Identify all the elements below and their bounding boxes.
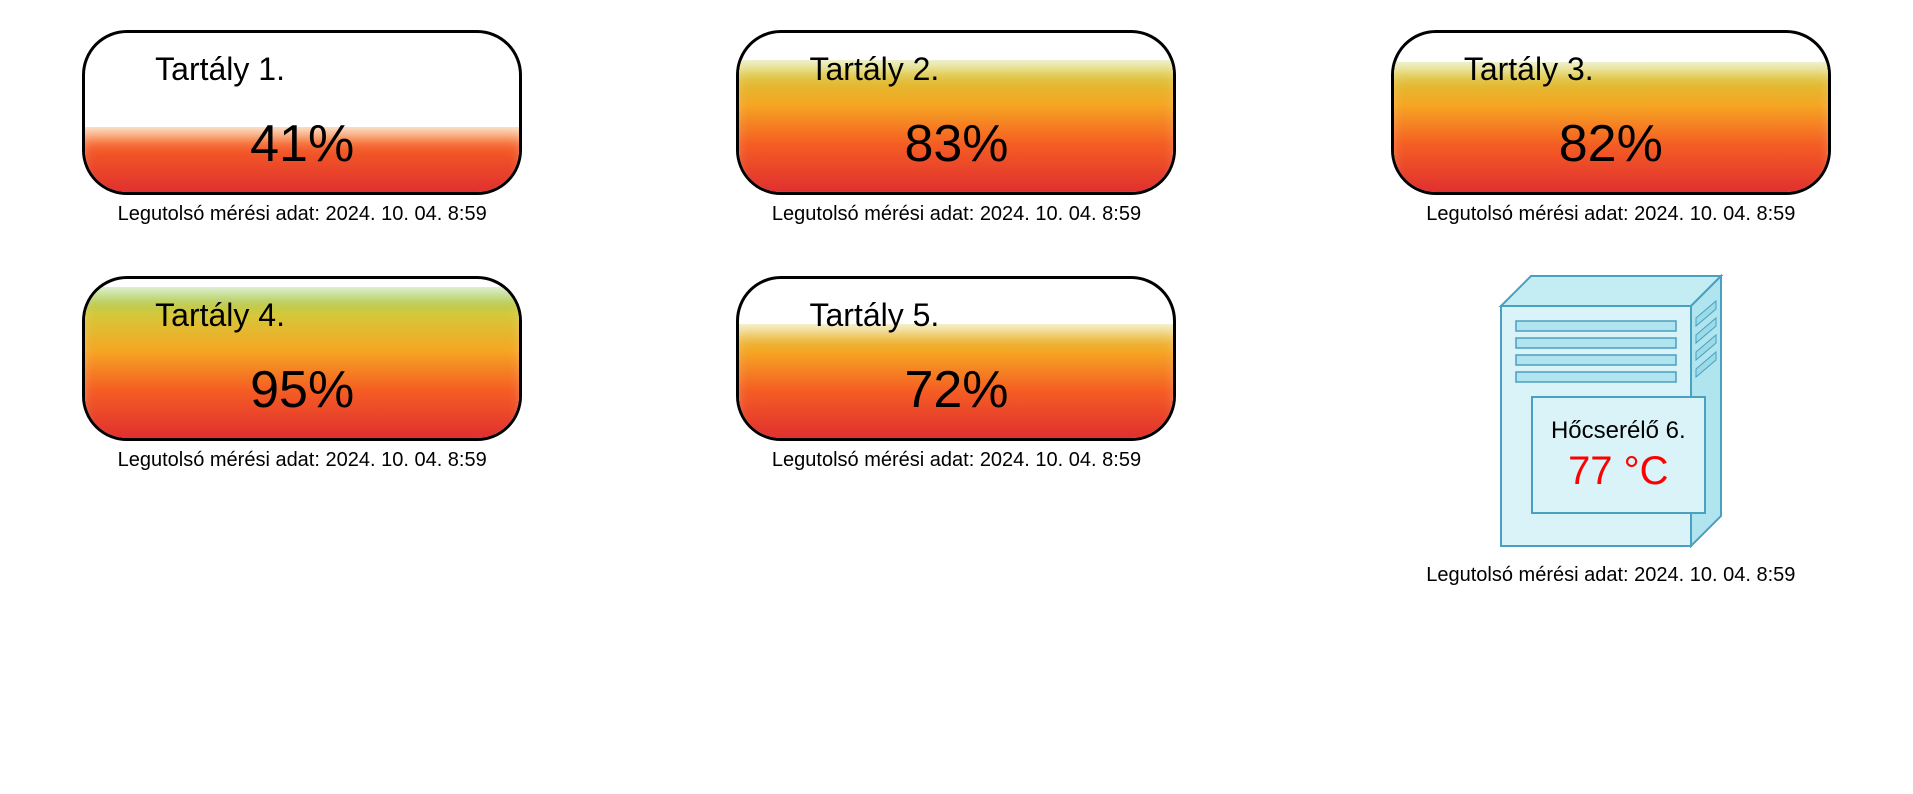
- tank-gauge-3: Tartály 3. 82%: [1391, 30, 1831, 195]
- tank-timestamp: Legutolsó mérési adat: 2024. 10. 04. 8:5…: [772, 449, 1141, 472]
- heat-exchanger-timestamp: Legutolsó mérési adat: 2024. 10. 04. 8:5…: [1426, 564, 1795, 587]
- tank-value: 82%: [1394, 114, 1828, 174]
- tank-content-5: Tartály 5. 72%: [739, 279, 1173, 438]
- tank-content-2: Tartály 2. 83%: [739, 33, 1173, 192]
- tank-title: Tartály 4.: [155, 297, 519, 334]
- tank-gauge-2: Tartály 2. 83%: [736, 30, 1176, 195]
- dashboard-grid: Tartály 1. 41% Legutolsó mérési adat: 20…: [0, 0, 1913, 597]
- tank-cell-2: Tartály 2. 83% Legutolsó mérési adat: 20…: [664, 30, 1248, 226]
- tank-gauge-4: Tartály 4. 95%: [82, 276, 522, 441]
- heat-exchanger-wrap: Hőcserélő 6. 77 °C Legutolsó mérési adat…: [1391, 276, 1831, 587]
- tank-timestamp: Legutolsó mérési adat: 2024. 10. 04. 8:5…: [118, 449, 487, 472]
- tank-timestamp: Legutolsó mérési adat: 2024. 10. 04. 8:5…: [772, 203, 1141, 226]
- tank-title: Tartály 5.: [809, 297, 1173, 334]
- tank-cell-1: Tartály 1. 41% Legutolsó mérési adat: 20…: [10, 30, 594, 226]
- tank-value: 83%: [739, 114, 1173, 174]
- tank-gauge-1: Tartály 1. 41%: [82, 30, 522, 195]
- tank-cell-4: Tartály 4. 95% Legutolsó mérési adat: 20…: [10, 276, 594, 587]
- tank-timestamp: Legutolsó mérési adat: 2024. 10. 04. 8:5…: [118, 203, 487, 226]
- heat-exchanger-cell: Hőcserélő 6. 77 °C Legutolsó mérési adat…: [1319, 276, 1903, 587]
- tank-value: 72%: [739, 360, 1173, 420]
- tank-value: 41%: [85, 114, 519, 174]
- heat-exchanger: Hőcserélő 6. 77 °C: [1491, 266, 1731, 556]
- tank-value: 95%: [85, 360, 519, 420]
- tank-content-1: Tartály 1. 41%: [85, 33, 519, 192]
- tank-title: Tartály 3.: [1464, 51, 1828, 88]
- tank-gauge-5: Tartály 5. 72%: [736, 276, 1176, 441]
- tank-title: Tartály 1.: [155, 51, 519, 88]
- heat-exchanger-panel: Hőcserélő 6. 77 °C: [1531, 396, 1706, 514]
- tank-content-4: Tartály 4. 95%: [85, 279, 519, 438]
- heat-exchanger-value: 77 °C: [1568, 449, 1669, 494]
- tank-cell-5: Tartály 5. 72% Legutolsó mérési adat: 20…: [664, 276, 1248, 587]
- heat-exchanger-label: Hőcserélő 6.: [1551, 417, 1686, 445]
- tank-cell-3: Tartály 3. 82% Legutolsó mérési adat: 20…: [1319, 30, 1903, 226]
- tank-timestamp: Legutolsó mérési adat: 2024. 10. 04. 8:5…: [1426, 203, 1795, 226]
- tank-title: Tartály 2.: [809, 51, 1173, 88]
- tank-content-3: Tartály 3. 82%: [1394, 33, 1828, 192]
